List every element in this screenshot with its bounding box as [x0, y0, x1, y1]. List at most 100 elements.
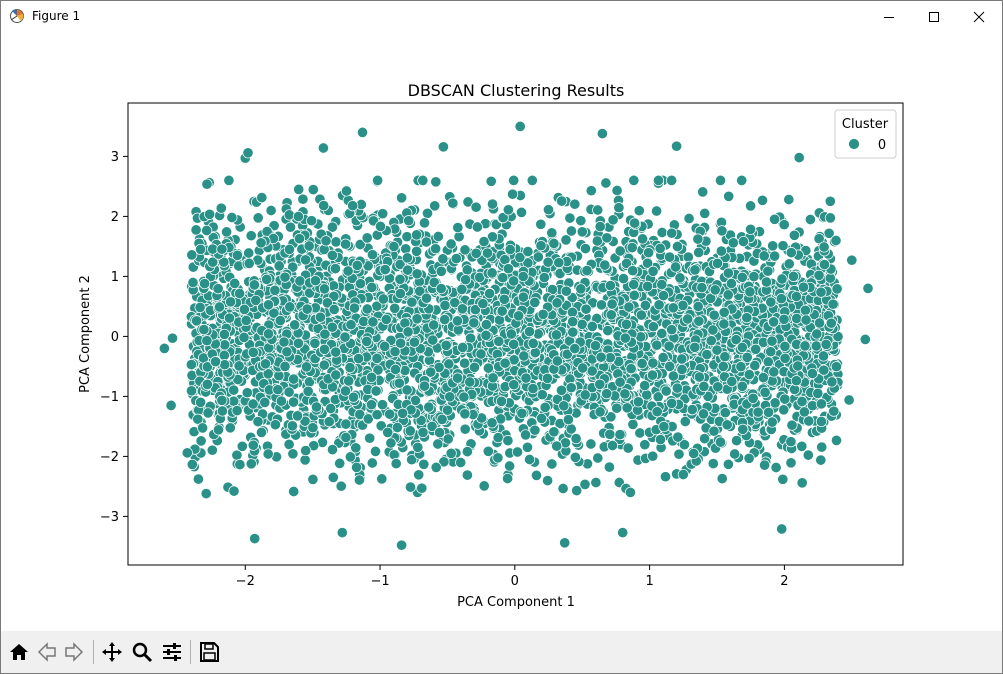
scatter-point	[765, 296, 777, 308]
scatter-point	[546, 227, 558, 239]
scatter-point	[575, 215, 587, 227]
scatter-point	[395, 337, 407, 349]
scatter-point	[696, 282, 708, 294]
scatter-point	[420, 292, 433, 304]
scatter-point	[725, 277, 737, 290]
scatter-point	[788, 229, 800, 241]
scatter-point	[517, 291, 529, 303]
scatter-point	[785, 436, 797, 448]
scatter-point	[430, 243, 442, 255]
scatter-point	[671, 240, 684, 253]
scatter-point	[575, 283, 587, 295]
scatter-point	[562, 414, 574, 426]
scatter-point	[579, 243, 592, 255]
forward-button[interactable]	[61, 639, 87, 665]
scatter-point	[705, 335, 717, 347]
scatter-chart[interactable]: DBSCAN Clustering Results −2 −1 0 1 2 −3 −2 −1 0…	[1, 32, 1002, 631]
scatter-point	[487, 372, 499, 384]
scatter-point	[846, 254, 858, 266]
scatter-point	[351, 259, 363, 271]
scatter-point	[643, 247, 655, 259]
back-arrow-icon	[37, 642, 56, 662]
maximize-button[interactable]	[911, 1, 957, 32]
scatter-point	[736, 174, 748, 186]
scatter-point	[513, 310, 525, 322]
scatter-point	[192, 473, 204, 485]
scatter-point	[517, 270, 529, 283]
scatter-point	[560, 285, 572, 297]
scatter-point	[737, 235, 749, 248]
scatter-point	[194, 301, 206, 313]
scatter-point	[365, 399, 378, 411]
zoom-button[interactable]	[129, 639, 155, 665]
scatter-point	[245, 230, 257, 242]
scatter-point	[447, 197, 459, 209]
close-button[interactable]	[956, 1, 1002, 32]
scatter-point	[799, 304, 811, 316]
scatter-point	[299, 415, 311, 427]
scatter-point	[468, 317, 480, 329]
scatter-point	[354, 238, 366, 251]
scatter-point	[820, 338, 832, 350]
scatter-point	[411, 229, 423, 241]
scatter-point	[366, 371, 378, 383]
scatter-point	[411, 313, 423, 325]
scatter-point	[824, 212, 836, 224]
scatter-point	[426, 420, 438, 432]
scatter-point	[478, 236, 490, 248]
scatter-point	[216, 243, 228, 255]
scatter-point	[384, 408, 396, 420]
scatter-point	[353, 474, 365, 486]
scatter-point	[343, 375, 355, 387]
scatter-point	[522, 257, 534, 269]
scatter-point	[326, 221, 338, 233]
pan-button[interactable]	[99, 639, 125, 665]
navigation-toolbar	[1, 631, 1002, 673]
minimize-button[interactable]	[866, 1, 912, 32]
scatter-point	[238, 303, 250, 315]
scatter-point	[204, 208, 216, 220]
scatter-point	[715, 245, 727, 257]
scatter-point	[666, 397, 678, 409]
scatter-point	[567, 316, 579, 328]
scatter-point	[818, 241, 830, 253]
scatter-point	[195, 396, 207, 408]
scatter-point	[300, 361, 313, 373]
scatter-point	[666, 324, 678, 336]
scatter-point	[601, 388, 613, 400]
figure-canvas[interactable]: DBSCAN Clustering Results −2 −1 0 1 2 −3 −2 −1 0…	[1, 32, 1002, 631]
scatter-point	[335, 480, 347, 492]
scatter-point	[397, 407, 409, 419]
scatter-point	[729, 448, 741, 460]
scatter-point	[628, 174, 640, 186]
scatter-point	[475, 348, 487, 360]
scatter-point	[486, 198, 499, 210]
scatter-point	[832, 330, 844, 343]
scatter-point	[445, 447, 457, 459]
scatter-point	[769, 250, 781, 262]
scatter-point	[559, 537, 571, 549]
scatter-point	[830, 361, 842, 373]
scatter-point	[247, 439, 259, 451]
configure-subplots-button[interactable]	[159, 639, 185, 665]
x-tick-label: −2	[236, 574, 255, 589]
scatter-point	[497, 272, 509, 284]
scatter-point	[759, 386, 771, 398]
scatter-point	[293, 233, 306, 245]
scatter-point	[330, 346, 342, 358]
back-button[interactable]	[34, 639, 60, 665]
scatter-point	[818, 364, 830, 376]
scatter-point	[377, 293, 389, 305]
matplotlib-figure-icon	[10, 9, 24, 23]
scatter-point	[606, 439, 619, 452]
scatter-point	[693, 315, 705, 327]
scatter-point	[600, 177, 612, 189]
scatter-point	[380, 313, 392, 326]
home-button[interactable]	[6, 639, 32, 665]
title-bar[interactable]: Figure 1	[1, 1, 1002, 32]
scatter-point	[672, 431, 684, 443]
scatter-point	[750, 343, 762, 355]
save-button[interactable]	[196, 639, 222, 665]
scatter-point	[406, 296, 418, 308]
scatter-point	[567, 326, 579, 338]
